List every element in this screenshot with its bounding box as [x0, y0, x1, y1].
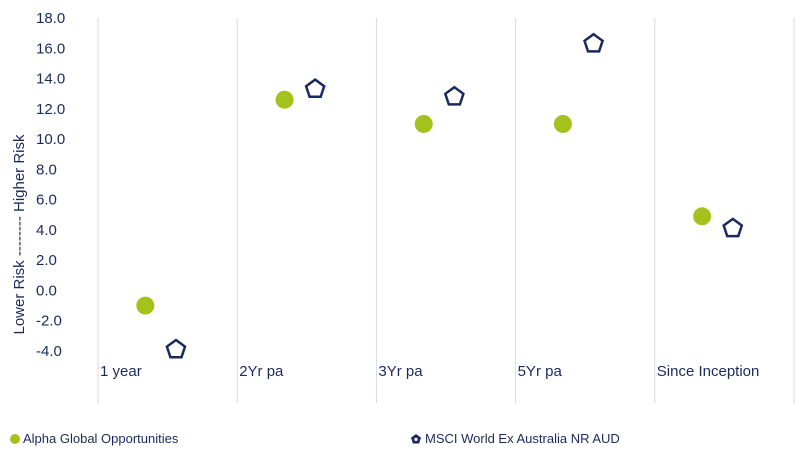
legend-alpha: Alpha Global Opportunities: [10, 431, 178, 446]
y-tick-label: 4.0: [36, 222, 57, 239]
y-tick-label: -2.0: [36, 313, 62, 330]
y-tick-label: 10.0: [36, 131, 65, 148]
y-tick-label: 8.0: [36, 161, 57, 178]
point-alpha-global-opportunities: [275, 90, 294, 109]
point-alpha-global-opportunities: [553, 114, 572, 133]
point-msci-world-ex-australia: [443, 85, 465, 106]
point-alpha-global-opportunities: [414, 114, 433, 133]
y-tick-label: 16.0: [36, 40, 65, 57]
y-tick-label: -4.0: [36, 343, 62, 360]
point-alpha-global-opportunities: [136, 296, 155, 315]
point-msci-world-ex-australia: [583, 32, 605, 53]
y-tick-label: 14.0: [36, 71, 65, 88]
legend-msci-marker: [411, 433, 421, 443]
legend-alpha-label: Alpha Global Opportunities: [23, 431, 179, 446]
point-msci-world-ex-australia: [722, 217, 744, 238]
category-label: 2Yr pa: [239, 363, 284, 380]
y-tick-label: 6.0: [36, 192, 57, 209]
category-label: Since Inception: [657, 363, 760, 380]
category-label: 1 year: [100, 363, 142, 380]
y-tick-label: 0.0: [36, 282, 57, 299]
legend-alpha-marker: [10, 433, 20, 444]
y-axis-label: Lower Risk -------- Higher Risk: [11, 134, 28, 335]
y-tick-label: 2.0: [36, 252, 57, 269]
legend-msci-label: MSCI World Ex Australia NR AUD: [425, 431, 620, 446]
category-label: 3Yr pa: [378, 363, 423, 380]
point-msci-world-ex-australia: [304, 78, 326, 99]
y-tick-label: 12.0: [36, 101, 65, 118]
legend-msci: MSCI World Ex Australia NR AUD: [410, 431, 620, 446]
category-label: 5Yr pa: [518, 363, 563, 380]
point-msci-world-ex-australia: [165, 338, 187, 359]
point-alpha-global-opportunities: [693, 207, 712, 226]
y-tick-label: 18.0: [36, 10, 65, 27]
